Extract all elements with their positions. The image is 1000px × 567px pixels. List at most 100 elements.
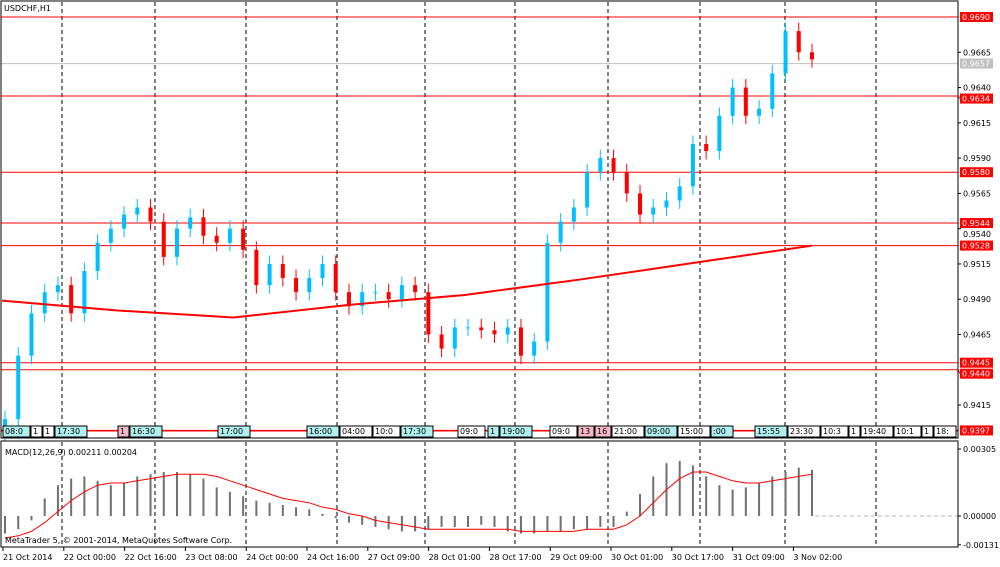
trade-marker-label: 19:40 bbox=[863, 427, 886, 436]
trade-marker-label: 10:0 bbox=[375, 427, 393, 436]
time-tick-label: 21 Oct 2014 bbox=[3, 553, 52, 562]
trade-marker-label: 1 bbox=[45, 427, 50, 436]
candle-body bbox=[29, 313, 34, 356]
candle-body bbox=[95, 242, 100, 271]
macd-histogram-bar bbox=[162, 472, 165, 516]
trade-marker-label: 13 bbox=[580, 427, 590, 436]
candle-body bbox=[82, 270, 87, 314]
level-badge bbox=[960, 167, 993, 178]
level-badge bbox=[960, 93, 993, 104]
candles bbox=[3, 22, 814, 442]
candle-body bbox=[796, 31, 801, 53]
level-badge bbox=[960, 368, 993, 379]
candle-body bbox=[638, 193, 643, 215]
level-badge bbox=[960, 425, 993, 436]
candle-body bbox=[201, 217, 206, 236]
candle-body bbox=[108, 228, 113, 243]
price-tick-label: 0.9590 bbox=[963, 154, 991, 163]
main-panel-frame bbox=[0, 0, 959, 439]
trade-marker-label: 04:00 bbox=[342, 427, 365, 436]
trade-marker-label: 1 bbox=[120, 427, 125, 436]
macd-histogram-bar bbox=[189, 474, 192, 516]
macd-panel-frame bbox=[0, 440, 959, 548]
macd-histogram-bar bbox=[136, 476, 139, 516]
trade-marker bbox=[893, 425, 922, 438]
price-tick-label: 0.9615 bbox=[963, 119, 991, 128]
watermark: MetaTrader 5, © 2001-2014, MetaQuotes So… bbox=[5, 536, 232, 545]
trade-marker bbox=[677, 425, 711, 438]
macd-histogram-bar bbox=[43, 498, 46, 516]
level-label: 0.9528 bbox=[962, 242, 990, 251]
macd-histogram-bar bbox=[784, 472, 787, 516]
trade-marker-label: 16:00 bbox=[309, 427, 332, 436]
macd-histogram-bar bbox=[811, 469, 813, 516]
macd-histogram-bar bbox=[758, 483, 761, 516]
trade-marker-label: 1 bbox=[924, 427, 929, 436]
macd-histogram-bar bbox=[519, 516, 522, 534]
time-tick-label: 3 Nov 02:00 bbox=[793, 553, 842, 562]
macd-histogram-bar bbox=[467, 516, 470, 527]
trade-marker bbox=[933, 425, 957, 438]
grid-lines bbox=[61, 2, 877, 546]
macd-histogram-bar bbox=[281, 505, 284, 516]
time-tick-label: 23 Oct 08:00 bbox=[185, 553, 237, 562]
level-badge bbox=[960, 218, 993, 229]
time-tick-label: 24 Oct 00:00 bbox=[246, 553, 298, 562]
level-label: 0.9690 bbox=[962, 13, 990, 22]
macd-tick-label: 0.00000 bbox=[963, 512, 996, 521]
candle-body bbox=[227, 228, 232, 243]
candle-body bbox=[704, 143, 709, 152]
trade-marker bbox=[54, 425, 88, 438]
candle-body bbox=[135, 207, 140, 215]
macd-histogram-bar bbox=[480, 516, 483, 525]
candle-body bbox=[743, 87, 748, 116]
candle-body bbox=[730, 87, 735, 116]
trade-marker bbox=[372, 425, 401, 438]
candle-body bbox=[254, 249, 259, 286]
time-tick-label: 30 Oct 17:00 bbox=[672, 553, 724, 562]
candle-body bbox=[757, 108, 762, 116]
candle-body bbox=[188, 217, 193, 229]
level-label: 0.9397 bbox=[962, 426, 990, 435]
trade-marker-label: 10:3 bbox=[823, 427, 841, 436]
candle-body bbox=[386, 292, 391, 300]
candle-body bbox=[571, 207, 576, 222]
trade-marker-label: 09:00 bbox=[647, 427, 670, 436]
trade-marker bbox=[611, 425, 645, 438]
bid-label: 0.9657 bbox=[962, 60, 990, 69]
candle-body bbox=[810, 52, 814, 60]
chart-title: USDCHF,H1 bbox=[4, 4, 51, 13]
macd-histogram-bar bbox=[718, 485, 721, 516]
trade-markers: 08:0 1 1 17:30 1 16:30 17:00 16:00 04:00 10:0 17:3… bbox=[1, 425, 958, 438]
macd-histogram-bar bbox=[308, 509, 311, 516]
candle-body bbox=[598, 158, 603, 173]
candle-body bbox=[161, 221, 166, 257]
macd-histogram-bar bbox=[639, 494, 642, 516]
trade-marker-label: 17:30 bbox=[57, 427, 80, 436]
candle-body bbox=[479, 327, 484, 331]
trade-marker bbox=[921, 425, 934, 438]
candle-body bbox=[439, 334, 444, 349]
candle-body bbox=[466, 327, 471, 329]
time-tick-label: 28 Oct 01:00 bbox=[429, 553, 481, 562]
macd-histogram-bar bbox=[255, 500, 258, 516]
time-tick-label: 22 Oct 00:00 bbox=[64, 553, 116, 562]
price-tick-label: 0.9415 bbox=[963, 401, 991, 410]
trade-marker-label: 10:1 bbox=[896, 427, 914, 436]
trade-marker bbox=[848, 425, 861, 438]
price-tick-label: 0.9640 bbox=[963, 84, 991, 93]
trade-marker-label: 09:0 bbox=[552, 427, 570, 436]
horizontal-levels: 0.9690 0.9657 0.9634 0.9580 0.9544 0.9528 0.94… bbox=[1, 12, 993, 436]
macd-histogram-bar bbox=[109, 485, 112, 516]
macd-histogram-bar bbox=[295, 507, 298, 516]
trade-marker-label: 18: bbox=[936, 427, 949, 436]
macd-histogram-bar bbox=[797, 467, 800, 516]
macd-histogram-bar bbox=[625, 511, 628, 516]
macd-histogram-bar bbox=[546, 516, 549, 532]
trade-marker bbox=[487, 425, 500, 438]
trade-marker-label: 15:00 bbox=[680, 427, 703, 436]
macd-histogram-bar bbox=[123, 483, 126, 516]
